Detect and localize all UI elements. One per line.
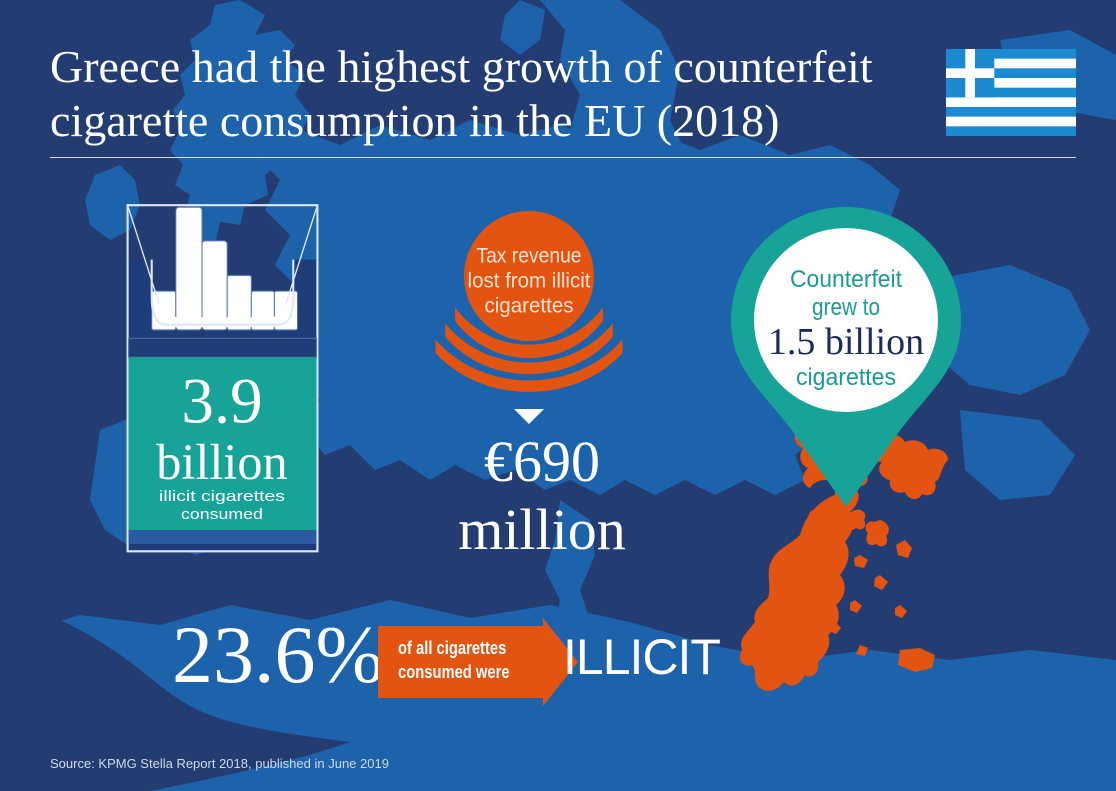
svg-text:Counterfeit: Counterfeit (790, 266, 902, 293)
svg-text:Tax revenue: Tax revenue (476, 244, 581, 268)
svg-text:billion: billion (156, 434, 287, 490)
svg-text:cigarettes: cigarettes (796, 364, 896, 391)
svg-text:cigarettes: cigarettes (484, 294, 573, 318)
svg-text:1.5 billion: 1.5 billion (768, 321, 924, 363)
svg-text:3.9: 3.9 (181, 365, 262, 437)
svg-text:consumed: consumed (181, 507, 263, 523)
svg-text:lost from illicit: lost from illicit (468, 269, 591, 293)
svg-text:grew to: grew to (812, 294, 880, 321)
svg-text:illicit cigarettes: illicit cigarettes (159, 489, 285, 505)
